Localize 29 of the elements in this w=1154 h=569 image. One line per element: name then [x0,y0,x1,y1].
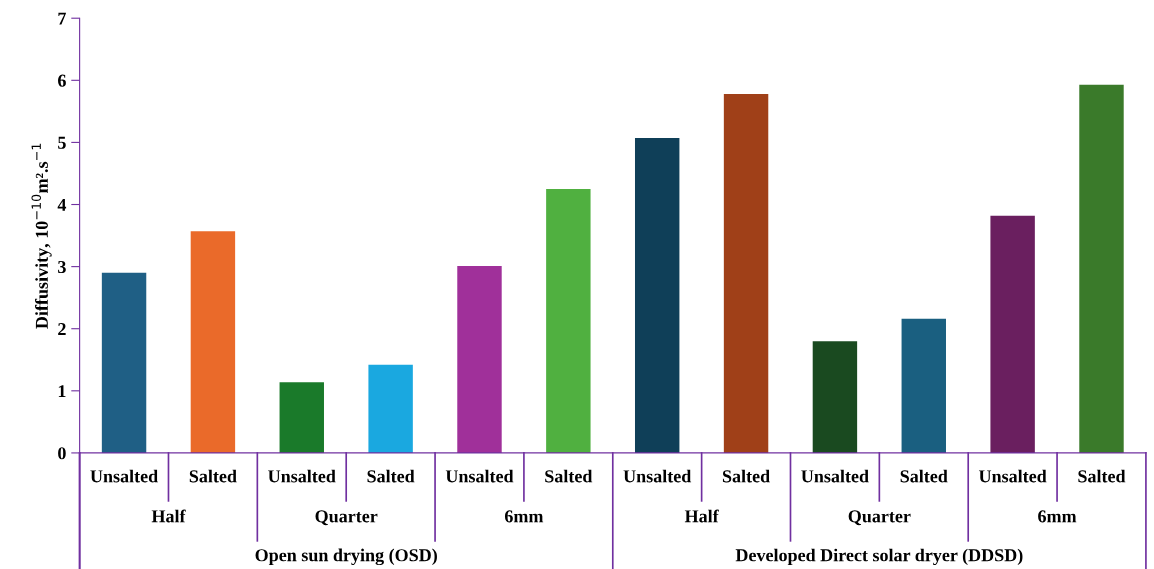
text: Quarter [848,510,911,526]
y-tick-label: 1 [58,385,66,398]
x-tick-label: Unsalted [90,469,158,483]
x-tick-label: Salted [722,469,770,483]
y-tick-label: 2 [58,323,66,335]
x-tick-label: Salted [189,469,237,483]
text: Quarter [315,510,378,526]
y-tick-label: 7 [58,12,66,25]
x-tick-label: Salted [367,469,415,483]
x-tick-label: Salted [1078,469,1126,483]
x-tick-label: Salted [545,469,593,483]
x-tick-label: Unsalted [268,469,336,483]
y-tick-label: 3 [58,260,66,274]
text: Half [684,509,719,523]
x-tick-label: Unsalted [978,469,1047,483]
text: Half [151,509,186,523]
text: Open sun drying (OSD) [255,548,437,566]
x-tick-label: Salted [900,469,948,483]
y-tick-label: 6 [58,74,66,87]
y-tick-label: 4 [57,198,67,211]
text: Developed Direct solar dryer (DDSD) [735,548,1023,566]
x-tick-label: Unsalted [445,469,514,483]
x-tick-label: Unsalted [801,469,869,483]
y-tick-label: 0 [58,447,66,460]
x-tick-label: Unsalted [623,469,692,483]
text: 6mm [504,510,544,523]
y-tick-label: 5 [58,136,66,149]
y-axis-title: Diffusivity, 10$^{−10}$m².s$^{−1}$ [31,143,52,329]
text: 6mm [1038,510,1077,523]
